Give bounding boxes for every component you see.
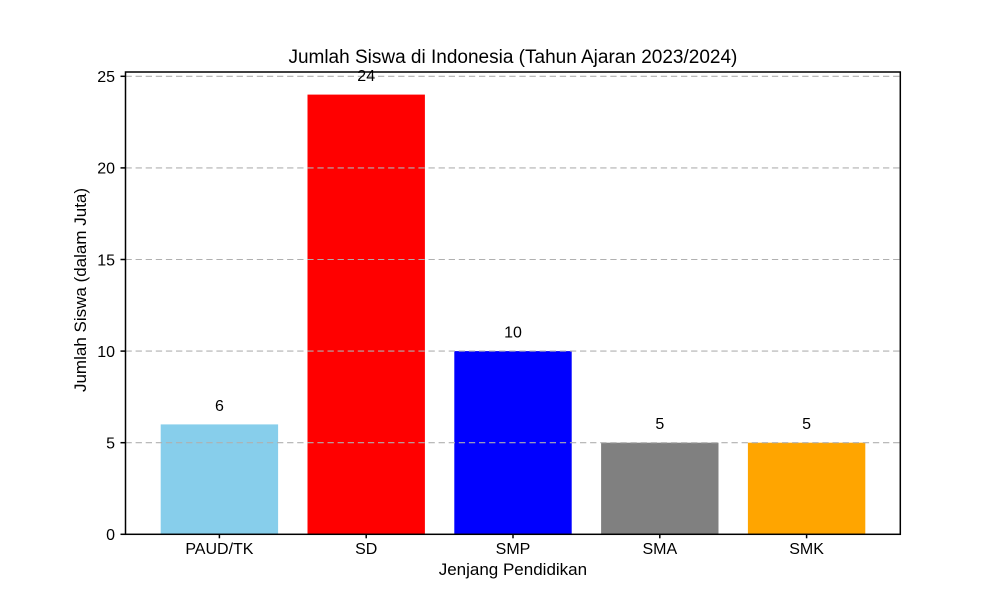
svg-text:SMA: SMA bbox=[642, 541, 677, 558]
svg-text:15: 15 bbox=[97, 252, 115, 269]
svg-text:SMK: SMK bbox=[789, 541, 824, 558]
svg-text:0: 0 bbox=[106, 527, 115, 544]
svg-text:5: 5 bbox=[106, 436, 115, 453]
svg-text:SMP: SMP bbox=[496, 541, 531, 558]
svg-text:10: 10 bbox=[97, 344, 115, 361]
svg-text:24: 24 bbox=[357, 68, 375, 85]
svg-text:10: 10 bbox=[504, 325, 522, 342]
svg-text:Jumlah Siswa (dalam Juta): Jumlah Siswa (dalam Juta) bbox=[71, 188, 90, 392]
svg-text:25: 25 bbox=[97, 69, 115, 86]
svg-text:6: 6 bbox=[215, 398, 224, 415]
svg-text:5: 5 bbox=[802, 416, 811, 433]
svg-text:PAUD/TK: PAUD/TK bbox=[185, 541, 253, 558]
svg-text:SD: SD bbox=[355, 541, 377, 558]
svg-text:Jumlah Siswa di Indonesia (Tah: Jumlah Siswa di Indonesia (Tahun Ajaran … bbox=[288, 47, 737, 68]
svg-text:Jenjang Pendidikan: Jenjang Pendidikan bbox=[439, 560, 587, 579]
svg-text:5: 5 bbox=[655, 416, 664, 433]
svg-text:20: 20 bbox=[97, 161, 115, 178]
